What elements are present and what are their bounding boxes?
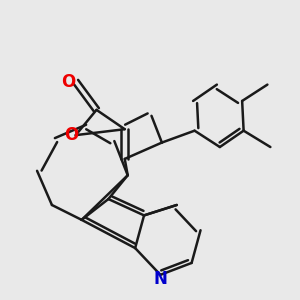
Text: O: O bbox=[61, 73, 75, 91]
Text: N: N bbox=[154, 270, 167, 288]
Text: O: O bbox=[64, 126, 78, 144]
